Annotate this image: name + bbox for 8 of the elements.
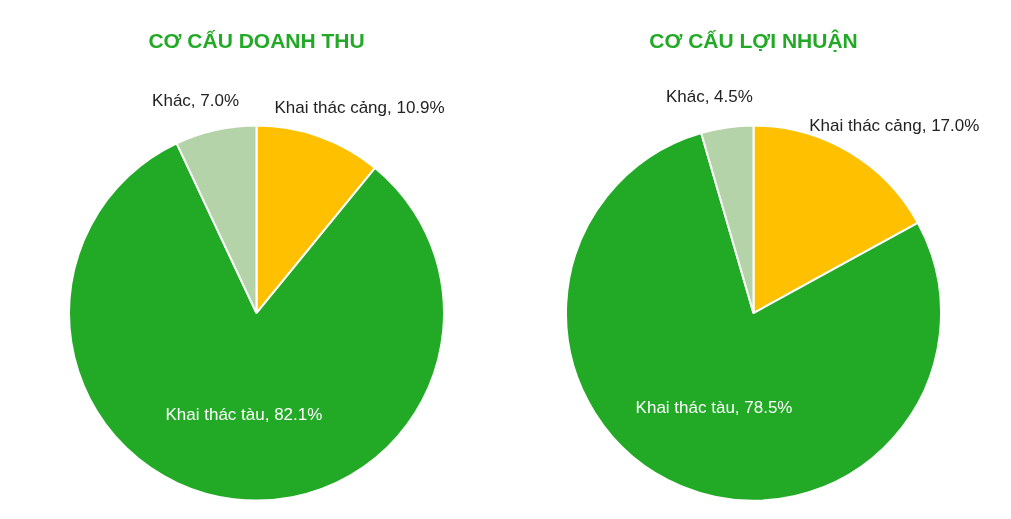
chart-title: CƠ CẤU DOANH THU [148, 29, 365, 53]
slice-label: Khai thác cảng, 10.9% [274, 97, 445, 117]
slice-label: Khác, 4.5% [665, 87, 753, 107]
slice-label: Khai thác cảng, 17.0% [809, 115, 980, 135]
slice-label: Khai thác tàu, 78.5% [635, 398, 793, 418]
slice-label: Khác, 7.0% [152, 90, 240, 110]
slice-label: Khai thác tàu, 82.1% [165, 405, 323, 425]
chart-title: CƠ CẤU LỢI NHUẬN [649, 29, 858, 53]
